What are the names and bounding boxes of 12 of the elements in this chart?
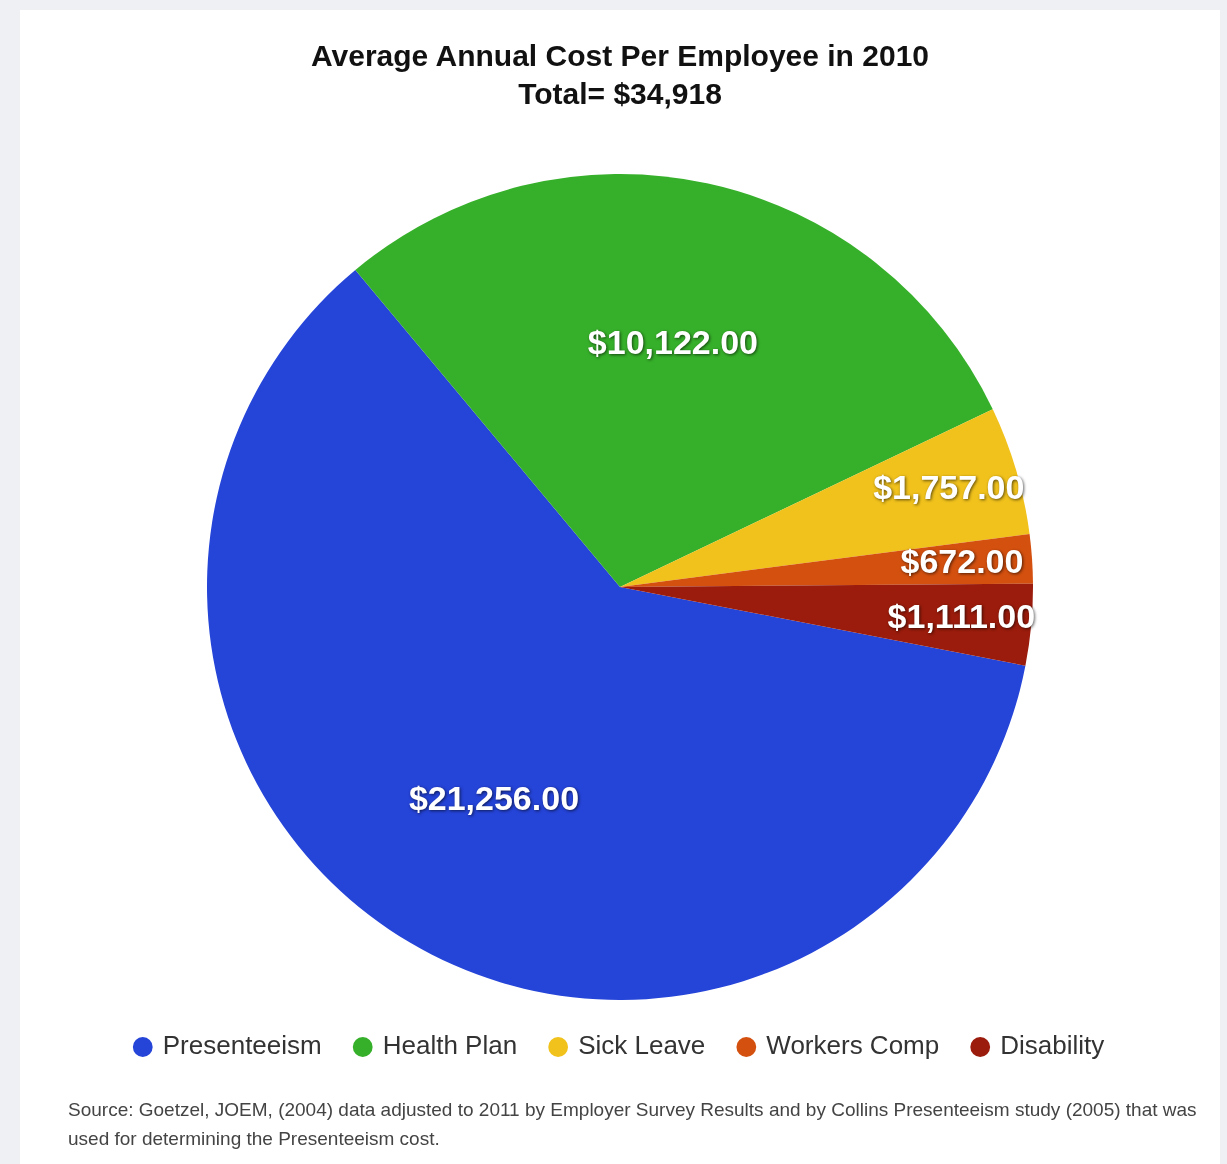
legend-label: Disability (1000, 1030, 1105, 1061)
legend-label: Sick Leave (578, 1030, 706, 1061)
legend-label: Presenteeism (162, 1030, 322, 1061)
chart-subtitle: Total= $34,918 (518, 77, 722, 111)
chart-title: Average Annual Cost Per Employee in 2010 (310, 39, 930, 73)
legend-label: Health Plan (382, 1030, 518, 1061)
source-note: Source: Goetzel, JOEM, (2004) data adjusted to 2011 by Employer Survey Results and by Collins Presenteeism study (2005) that was used for determining the Presenteeism cost. (68, 1098, 1198, 1151)
data-label: $1,757.00 (873, 468, 1025, 507)
legend-label: Workers Comp (766, 1030, 940, 1061)
data-label: $10,122.00 (587, 323, 758, 362)
data-label: $21,256.00 (408, 778, 580, 817)
data-label: $672.00 (900, 541, 1024, 580)
